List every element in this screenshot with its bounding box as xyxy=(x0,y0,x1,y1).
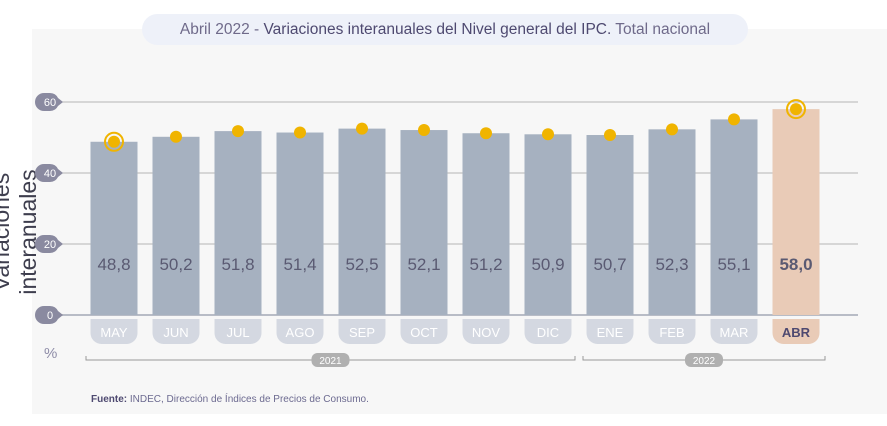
bar-jul xyxy=(214,131,262,315)
data-point xyxy=(418,124,430,137)
bar-ene xyxy=(586,135,634,315)
value-label: 51,2 xyxy=(469,255,502,274)
bar-mar xyxy=(710,119,758,316)
month-badge xyxy=(710,319,758,344)
value-label: 50,9 xyxy=(531,255,564,274)
source-note: Fuente: INDEC, Dirección de Índices de P… xyxy=(91,394,369,405)
value-label: 51,8 xyxy=(221,255,254,274)
data-point xyxy=(542,128,554,141)
month-label: JUL xyxy=(226,325,249,340)
unit-label: % xyxy=(44,345,58,362)
y-tick-badge xyxy=(35,93,63,111)
bar-may xyxy=(90,141,138,315)
value-label: 58,0 xyxy=(779,255,812,274)
source-text: INDEC, Dirección de Índices de Precios d… xyxy=(127,394,369,405)
month-label: JUN xyxy=(163,325,188,340)
month-badge xyxy=(524,319,572,344)
bar-abr xyxy=(772,109,820,315)
month-badge xyxy=(214,319,262,344)
data-point xyxy=(604,129,616,142)
data-point xyxy=(232,125,244,138)
bar-nov xyxy=(462,133,510,315)
month-label: OCT xyxy=(410,325,438,340)
data-point xyxy=(294,126,306,139)
value-label: 50,2 xyxy=(159,255,192,274)
month-badge xyxy=(152,319,200,344)
month-badge xyxy=(462,319,510,344)
highlight-ring xyxy=(104,131,124,152)
month-label: MAR xyxy=(720,325,749,340)
y-tick-badge xyxy=(35,235,63,253)
month-label: AGO xyxy=(286,325,315,340)
value-label: 52,5 xyxy=(345,255,378,274)
month-badge xyxy=(90,319,138,344)
value-label: 55,1 xyxy=(717,255,750,274)
month-badge xyxy=(338,319,386,344)
month-label: DIC xyxy=(537,325,559,340)
y-tick-badge xyxy=(35,306,63,324)
month-label: MAY xyxy=(100,325,128,340)
y-tick-label: 0 xyxy=(47,310,53,322)
y-tick-badge xyxy=(35,164,63,182)
value-label: 48,8 xyxy=(97,255,130,274)
month-badge xyxy=(276,319,324,344)
title-scope: Total nacional xyxy=(611,21,711,38)
bar-jun xyxy=(152,136,200,315)
highlight-ring xyxy=(786,99,806,120)
y-tick-label: 40 xyxy=(44,168,56,180)
data-point xyxy=(480,127,492,140)
year-badge xyxy=(685,353,723,367)
month-badge xyxy=(772,319,820,344)
title-date: Abril 2022 - xyxy=(179,21,264,38)
chart-title: Abril 2022 - Variaciones interanuales de… xyxy=(142,14,748,45)
year-badge xyxy=(311,353,350,367)
value-label: 51,4 xyxy=(283,255,316,274)
data-point xyxy=(356,122,368,135)
month-badge xyxy=(400,319,448,344)
month-badge xyxy=(648,319,696,344)
month-label: ABR xyxy=(782,325,811,340)
bar-dic xyxy=(524,134,572,315)
data-point xyxy=(108,135,120,148)
value-label: 52,3 xyxy=(655,255,688,274)
month-label: ENE xyxy=(597,325,624,340)
title-main: Variaciones interanuales del Nivel gener… xyxy=(263,21,612,38)
data-point xyxy=(170,130,182,143)
y-tick-label: 60 xyxy=(44,97,56,109)
month-badge xyxy=(586,319,634,344)
year-label: 2022 xyxy=(693,356,716,367)
y-tick-label: 20 xyxy=(44,239,56,251)
month-label: NOV xyxy=(472,325,501,340)
source-label: Fuente: xyxy=(91,394,128,405)
year-label: 2021 xyxy=(319,356,342,367)
value-label: 52,1 xyxy=(407,255,440,274)
month-label: SEP xyxy=(349,325,375,340)
data-point xyxy=(666,123,678,136)
bar-sep xyxy=(338,128,386,315)
data-point xyxy=(790,103,802,116)
bar-oct xyxy=(400,130,448,315)
bar-ago xyxy=(276,132,324,315)
bar-feb xyxy=(648,129,696,315)
value-label: 50,7 xyxy=(593,255,626,274)
data-point xyxy=(728,113,740,126)
month-label: FEB xyxy=(659,325,684,340)
